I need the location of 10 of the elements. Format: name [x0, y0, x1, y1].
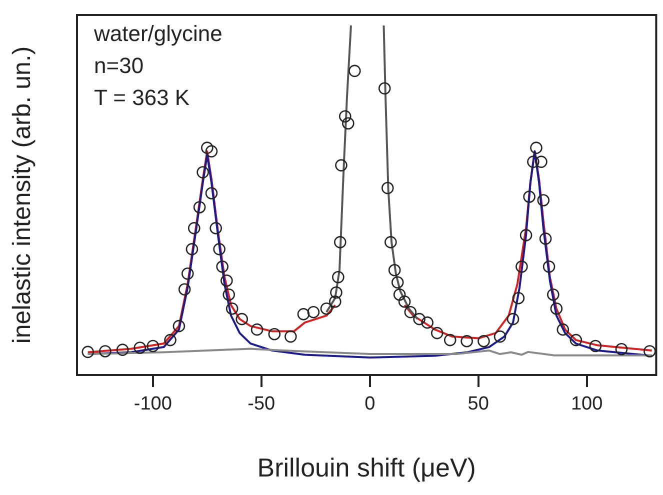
annotation: n=30 — [94, 53, 144, 78]
annotation: T = 363 K — [94, 85, 190, 110]
y-axis-title: inelastic intensity (arb. un.) — [8, 46, 36, 344]
x-tick-label: 50 — [468, 394, 489, 415]
x-axis-title: Brillouin shift (μeV) — [257, 452, 476, 483]
x-tick-label: 100 — [570, 394, 603, 415]
x-tick-label: 0 — [364, 394, 376, 415]
annotation: water/glycine — [93, 21, 222, 46]
x-tick-label: -100 — [134, 394, 172, 415]
x-tick-label: -50 — [248, 394, 276, 415]
